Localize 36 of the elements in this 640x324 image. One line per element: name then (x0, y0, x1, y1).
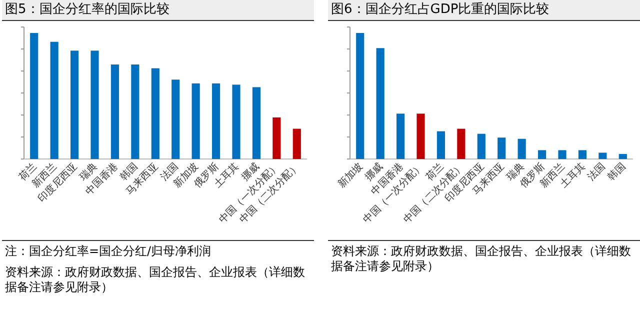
bar (131, 64, 140, 159)
bar (356, 33, 364, 159)
bar (416, 114, 425, 159)
bar (90, 50, 99, 159)
bar (70, 50, 79, 159)
bar (151, 68, 160, 159)
bar (50, 42, 58, 159)
bar (292, 128, 301, 159)
bar (477, 134, 486, 159)
x-tick-label: 法国 (585, 160, 608, 184)
x-tick-label: 韩国 (605, 160, 628, 184)
bar (518, 138, 526, 159)
x-tick-label: 新加坡 (336, 160, 366, 190)
bar (252, 87, 261, 159)
bar (212, 83, 220, 159)
bar (110, 64, 120, 159)
bar (30, 33, 38, 159)
bar (232, 84, 240, 159)
text: 注：国企分红率=国企分红/归母净利润 (4, 244, 212, 259)
bar (396, 114, 405, 159)
bar (172, 80, 180, 159)
bar (618, 154, 627, 159)
bar (272, 117, 281, 159)
chart-title: 图6：国企分红占GDP比重的国际比较 (328, 0, 640, 21)
bar (457, 128, 466, 159)
text: 资料来源：政府财政数据、国企报告、企业报表（详细数据备注请参见附录） (4, 265, 306, 295)
bar (498, 138, 506, 159)
bar (598, 152, 607, 159)
bar (192, 83, 200, 159)
bar (376, 48, 384, 159)
chart-title: 图5：国企分红率的国际比较 (2, 0, 314, 21)
bar (558, 150, 566, 159)
bar (538, 150, 546, 159)
bar (578, 150, 587, 159)
text: 资料来源：政府财政数据、国企报告、企业报表（详细数据备注请参见附录） (330, 244, 632, 274)
bar (436, 131, 446, 159)
